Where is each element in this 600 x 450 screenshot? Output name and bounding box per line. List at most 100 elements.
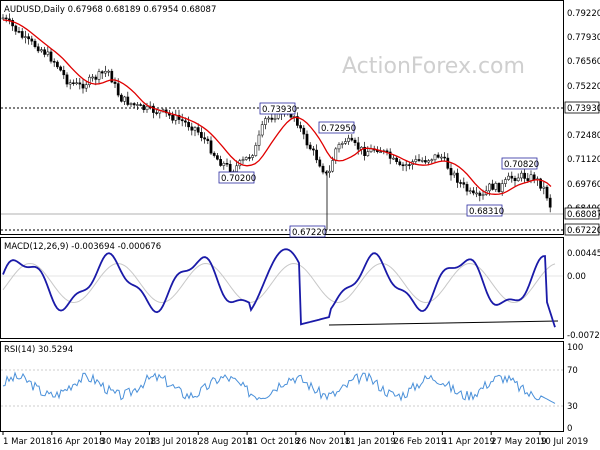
candle-body xyxy=(104,71,107,74)
candle-body xyxy=(500,183,504,193)
macd-signal-line xyxy=(2,262,556,304)
x-tick-label: 11 Oct 2018 xyxy=(247,437,300,447)
candle-body xyxy=(100,71,104,74)
candle-body xyxy=(17,31,21,33)
candle-body xyxy=(139,104,142,106)
candle-body xyxy=(126,96,130,105)
candle-body xyxy=(388,151,392,159)
candle-body xyxy=(308,144,312,150)
x-tick-label: 11 Apr 2019 xyxy=(442,437,495,447)
macd-tick-label: 0.00 xyxy=(567,272,586,282)
candle-body xyxy=(516,177,520,182)
candle-body xyxy=(267,117,270,120)
candle-body xyxy=(353,139,357,143)
candle-body xyxy=(27,36,30,40)
candle-body xyxy=(491,183,494,190)
candle-body xyxy=(331,160,334,172)
price-chart-header: AUDUSD,Daily 0.67968 0.68189 0.67954 0.6… xyxy=(4,5,216,15)
candle-body xyxy=(49,51,53,62)
current-price-box xyxy=(564,207,600,220)
moving-average-line xyxy=(2,19,552,195)
candle-body xyxy=(270,117,274,120)
annotation-0.72950: 0.72950 xyxy=(318,121,356,134)
candle-body xyxy=(107,70,110,73)
candle-body xyxy=(459,182,462,184)
candle-body xyxy=(171,115,174,121)
candle-body xyxy=(350,137,354,141)
candle-body xyxy=(184,120,187,123)
candle-body xyxy=(212,152,216,156)
rsi-tick-label: 30 xyxy=(567,402,578,412)
x-tick-label: 1 Mar 2018 xyxy=(3,437,51,447)
candle-body xyxy=(417,159,421,161)
candle-body xyxy=(142,104,146,111)
candle-body xyxy=(408,164,411,166)
rsi-tick-label: 70 xyxy=(567,366,578,376)
candle-body xyxy=(56,61,59,68)
candle-body xyxy=(312,148,315,151)
candle-body xyxy=(414,159,418,162)
candle-body xyxy=(315,149,318,161)
candle-body xyxy=(539,178,542,189)
candle-body xyxy=(33,40,37,47)
candle-body xyxy=(520,172,523,179)
candle-body xyxy=(504,179,507,184)
annotation-0.70820: 0.70820 xyxy=(501,157,539,170)
candle-body xyxy=(78,82,82,85)
annotation-0.68310: 0.68310 xyxy=(466,204,504,217)
candle-body xyxy=(545,186,549,199)
candle-body xyxy=(321,165,325,173)
candle-body xyxy=(446,157,450,169)
candle-body xyxy=(177,115,181,120)
x-tick-label: 13 Jul 2018 xyxy=(149,437,197,447)
price-tick-label: 0.75220 xyxy=(567,82,600,92)
candle-body xyxy=(395,157,398,163)
candle-body xyxy=(94,76,98,80)
rsi-line xyxy=(2,371,556,404)
candle-body xyxy=(36,46,40,52)
price-tick-label: 0.79220 xyxy=(567,9,600,19)
candle-body xyxy=(46,51,50,55)
candle-body xyxy=(65,74,69,85)
rsi-tick-label: 0 xyxy=(567,424,572,434)
candle-body xyxy=(30,38,34,42)
macd-header: MACD(12,26,9) -0.003694 -0.000676 xyxy=(4,242,161,252)
candle-body xyxy=(299,125,302,129)
x-tick-label: 28 Aug 2018 xyxy=(198,437,252,447)
rsi-tick-label: 100 xyxy=(567,343,583,353)
rsi-header: RSI(14) 30.5294 xyxy=(4,345,73,355)
price-candles xyxy=(1,13,552,230)
candle-body xyxy=(443,156,446,159)
annotation-label: 0.70820 xyxy=(504,160,539,170)
x-tick-label: 26 Feb 2019 xyxy=(394,437,447,447)
candle-body xyxy=(241,159,245,161)
candle-body xyxy=(430,159,434,162)
candle-body xyxy=(436,154,440,158)
candle-body xyxy=(507,175,510,180)
candle-body xyxy=(110,70,114,83)
candle-body xyxy=(328,170,331,173)
candle-body xyxy=(379,151,382,153)
candle-body xyxy=(209,140,213,154)
x-tick-label: 10 Jul 2019 xyxy=(540,437,588,447)
candle-body xyxy=(43,49,46,55)
candle-body xyxy=(481,194,485,196)
candle-body xyxy=(296,116,299,126)
candle-body xyxy=(190,126,194,131)
candle-body xyxy=(81,83,85,89)
candle-body xyxy=(248,157,251,159)
candle-body xyxy=(427,160,430,163)
candle-body xyxy=(494,183,498,190)
candle-body xyxy=(251,155,254,158)
candle-body xyxy=(404,164,408,167)
candle-body xyxy=(497,183,501,193)
candle-body xyxy=(219,159,222,166)
annotation-label: 0.67220 xyxy=(292,228,327,238)
candle-body xyxy=(356,142,360,150)
candle-body xyxy=(88,76,91,85)
price-tick-label: 0.71120 xyxy=(567,155,600,165)
candle-body xyxy=(129,103,133,105)
candle-body xyxy=(97,71,101,80)
